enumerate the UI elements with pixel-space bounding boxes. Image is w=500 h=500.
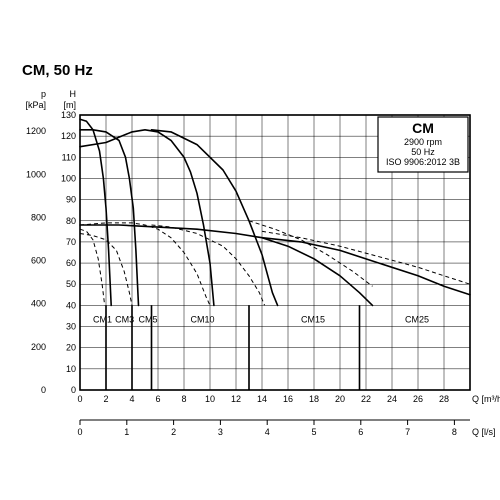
svg-text:3: 3 [218,427,223,437]
svg-text:12: 12 [231,394,241,404]
svg-text:7: 7 [405,427,410,437]
svg-text:0: 0 [41,385,46,395]
svg-text:ISO 9906:2012 3B: ISO 9906:2012 3B [386,157,460,167]
svg-text:50 Hz: 50 Hz [411,147,435,157]
svg-text:22: 22 [361,394,371,404]
svg-text:[kPa]: [kPa] [25,100,46,110]
svg-text:90: 90 [66,195,76,205]
svg-text:28: 28 [439,394,449,404]
svg-text:p: p [41,89,46,99]
svg-text:120: 120 [61,131,76,141]
svg-text:60: 60 [66,258,76,268]
svg-text:8: 8 [181,394,186,404]
svg-text:10: 10 [66,364,76,374]
svg-text:24: 24 [387,394,397,404]
svg-text:50: 50 [66,279,76,289]
svg-text:10: 10 [205,394,215,404]
svg-text:20: 20 [66,343,76,353]
svg-text:40: 40 [66,300,76,310]
svg-text:CM1: CM1 [93,314,112,324]
svg-text:CM15: CM15 [301,314,325,324]
svg-text:4: 4 [265,427,270,437]
svg-text:70: 70 [66,237,76,247]
svg-text:110: 110 [62,152,76,162]
svg-text:1200: 1200 [26,126,46,136]
svg-text:800: 800 [31,212,46,222]
svg-text:6: 6 [155,394,160,404]
svg-text:400: 400 [31,299,46,309]
svg-text:14: 14 [257,394,267,404]
svg-text:1: 1 [124,427,129,437]
svg-text:80: 80 [66,216,76,226]
svg-text:1000: 1000 [26,169,46,179]
svg-text:8: 8 [452,427,457,437]
svg-text:CM5: CM5 [139,314,158,324]
svg-text:[m]: [m] [64,100,77,110]
svg-text:CM3: CM3 [115,314,134,324]
svg-text:H: H [70,89,77,99]
svg-text:2: 2 [171,427,176,437]
svg-text:26: 26 [413,394,423,404]
svg-text:4: 4 [129,394,134,404]
svg-text:6: 6 [358,427,363,437]
svg-text:CM10: CM10 [191,314,215,324]
svg-text:130: 130 [61,110,76,120]
svg-text:100: 100 [61,173,76,183]
svg-text:2900 rpm: 2900 rpm [404,137,442,147]
svg-text:CM: CM [412,120,434,136]
svg-text:16: 16 [283,394,293,404]
svg-text:600: 600 [31,256,46,266]
svg-text:2: 2 [103,394,108,404]
pump-curve-chart: 0246810121416182022242628Q [m³/h]0123456… [0,0,500,500]
svg-text:Q [m³/h]: Q [m³/h] [472,394,500,404]
svg-text:0: 0 [71,385,76,395]
svg-text:Q [l/s]: Q [l/s] [472,427,496,437]
svg-text:18: 18 [309,394,319,404]
svg-text:5: 5 [311,427,316,437]
svg-text:30: 30 [66,322,76,332]
svg-text:20: 20 [335,394,345,404]
svg-text:CM25: CM25 [405,314,429,324]
svg-text:0: 0 [77,427,82,437]
svg-text:0: 0 [77,394,82,404]
svg-text:200: 200 [31,342,46,352]
